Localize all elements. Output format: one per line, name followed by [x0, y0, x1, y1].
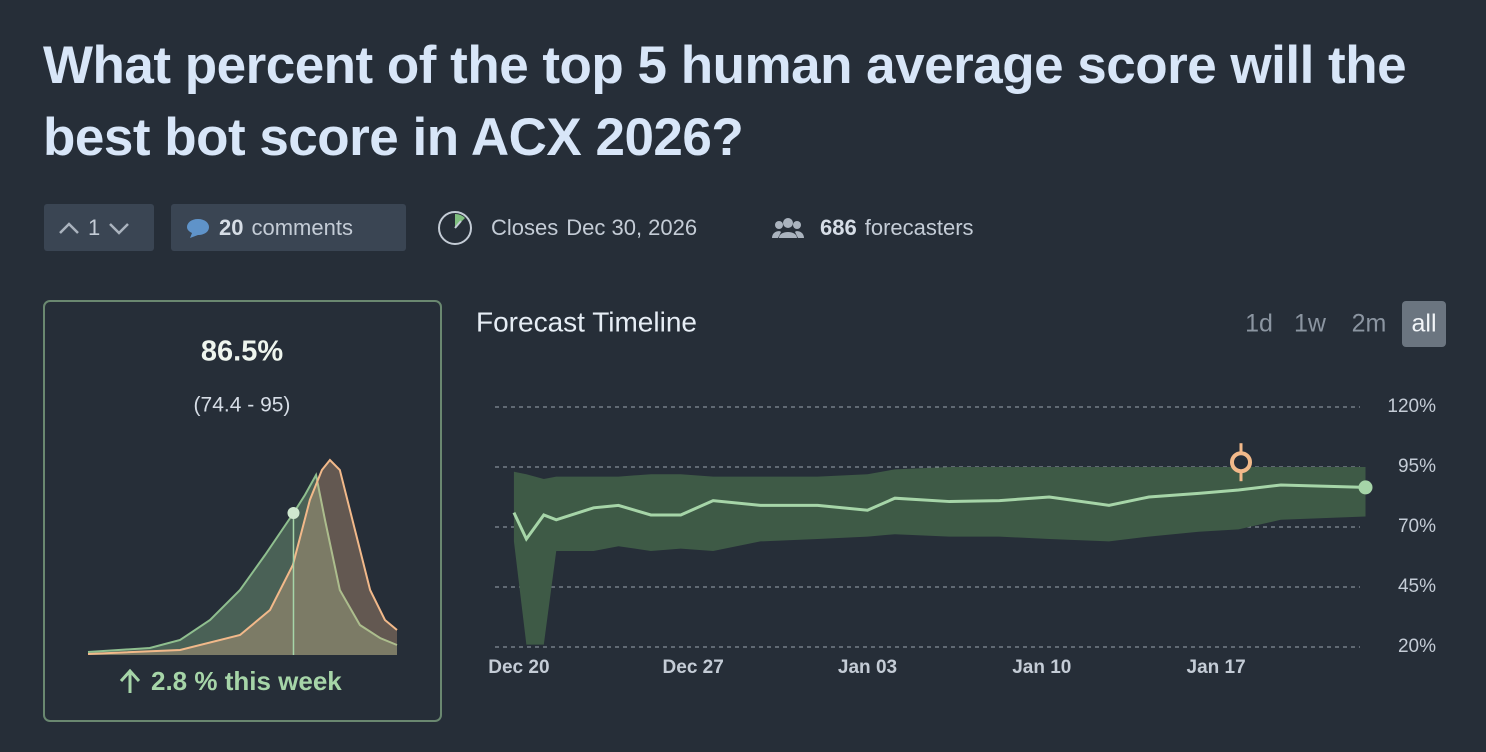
- range-button[interactable]: 2m: [1352, 310, 1387, 338]
- median-dot: [287, 507, 300, 520]
- x-tick-label: Jan 03: [838, 657, 897, 678]
- closes-label: Closes: [491, 214, 559, 240]
- x-tick-label: Jan 17: [1187, 657, 1246, 678]
- forecasters-count: 686: [820, 214, 857, 240]
- closes-date: Dec 30, 2026: [566, 214, 698, 240]
- forecasters-label: forecasters: [864, 214, 974, 240]
- range-button[interactable]: 1d: [1245, 310, 1273, 338]
- density-fill: [88, 475, 397, 655]
- upvote[interactable]: [58, 221, 80, 235]
- comment-icon: [187, 218, 209, 238]
- summary-card: [43, 300, 442, 722]
- clock-icon: [438, 210, 472, 245]
- comments-button[interactable]: 20 comments: [171, 204, 406, 251]
- vote-box: 1: [44, 204, 154, 251]
- y-tick-label: 70%: [1398, 516, 1436, 537]
- downvote[interactable]: [108, 221, 130, 235]
- comments-count: 20: [219, 214, 244, 240]
- density-line: [87, 472, 398, 653]
- forecasters: 686 forecasters: [772, 204, 974, 251]
- range-button[interactable]: 1w: [1294, 310, 1327, 338]
- density-fill: [88, 460, 397, 655]
- change-arrow: [119, 668, 141, 693]
- range-button-bg[interactable]: [1402, 301, 1446, 347]
- summary-change: 2.8 % this week: [151, 666, 342, 696]
- question-title: What percent of the top 5 human average …: [43, 36, 1407, 167]
- x-tick-label: Jan 10: [1012, 657, 1071, 678]
- range-button[interactable]: all: [1411, 310, 1436, 338]
- user-forecast[interactable]: [1230, 451, 1252, 474]
- x-tick-label: Dec 20: [488, 657, 549, 678]
- y-tick-label: 120%: [1387, 396, 1436, 417]
- forecast-band: [513, 467, 1366, 645]
- y-tick-label: 95%: [1398, 456, 1436, 477]
- median-line: [512, 483, 1366, 542]
- x-tick-label: Dec 27: [663, 657, 724, 678]
- y-tick-label: 20%: [1398, 636, 1436, 657]
- summary-range: (74.4 - 95): [194, 394, 291, 417]
- timeline-title: Forecast Timeline: [476, 306, 697, 337]
- density-line: [87, 458, 398, 655]
- comments-label: comments: [251, 214, 353, 240]
- closes: Closes Dec 30, 2026: [437, 204, 697, 251]
- latest-point: [1358, 480, 1373, 495]
- y-tick-label: 45%: [1398, 576, 1436, 597]
- people-icon: [772, 217, 804, 238]
- summary-value: 86.5%: [201, 336, 283, 368]
- vote-count: 1: [88, 214, 101, 240]
